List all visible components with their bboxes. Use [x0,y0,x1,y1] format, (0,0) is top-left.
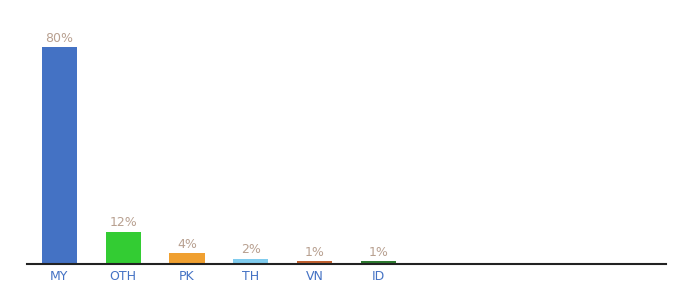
Text: 12%: 12% [109,216,137,230]
Text: 1%: 1% [305,246,325,259]
Text: 80%: 80% [45,32,73,45]
Bar [297,261,333,264]
Bar [361,261,396,264]
Bar [169,253,205,264]
Text: 2%: 2% [241,243,261,256]
Bar [233,259,269,264]
Text: 4%: 4% [177,238,197,251]
Text: 1%: 1% [369,246,389,259]
Bar [105,232,141,264]
Bar [41,47,77,264]
